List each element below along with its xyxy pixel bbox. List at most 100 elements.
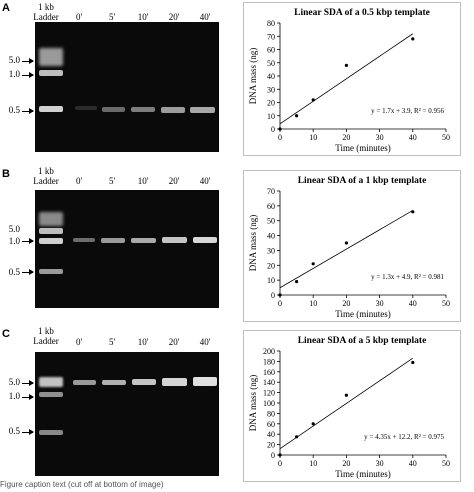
x-tick-label: 50 [442,459,450,468]
sample-band [161,107,185,113]
lane-label: 0' [75,176,83,186]
y-tick-label: 20 [267,441,275,450]
ladder-band [39,430,63,435]
x-tick-label: 0 [278,299,282,308]
data-point [411,37,415,41]
x-tick-label: 50 [442,133,450,142]
x-tick-label: 20 [342,133,350,142]
ladder-label: 1 kb Ladder [33,2,59,22]
x-tick-label: 30 [376,133,384,142]
marker-label: 1.0 [8,69,20,79]
chart-title: Linear SDA of a 5 kbp template [298,336,427,346]
marker-label: 5.0 [8,377,20,387]
y-tick-label: 0 [271,451,275,460]
y-tick-label: 50 [267,217,275,226]
x-tick-label: 40 [409,459,417,468]
y-tick-label: 0 [271,291,275,300]
y-tick-label: 180 [263,357,275,366]
data-point [344,241,348,245]
ladder-band [39,377,63,387]
x-tick-label: 30 [376,459,384,468]
ladder-band [39,70,63,76]
x-tick-label: 20 [342,299,350,308]
gel-image [35,190,219,308]
y-tick-label: 60 [267,46,275,55]
lane-label: 0' [75,337,83,347]
y-tick-label: 120 [263,389,275,398]
y-tick-label: 80 [267,409,275,418]
y-tick-label: 50 [267,59,275,68]
y-axis-label: DNA mass (ng) [248,48,258,105]
data-point [295,114,299,118]
sample-band [190,107,215,113]
x-tick-label: 30 [376,299,384,308]
data-point [295,435,299,439]
data-point [311,262,315,266]
ladder-band [39,392,63,397]
y-tick-label: 40 [267,72,275,81]
ladder-band [39,106,63,112]
y-tick-label: 40 [267,232,275,241]
marker-arrow [22,380,34,386]
scatter-chart: Linear SDA of a 0.5 kbp template 0 10 20 30 4… [248,8,450,153]
data-point [278,453,282,457]
data-point [411,210,415,214]
sample-band [193,237,217,243]
x-axis-label: Time (minutes) [335,143,390,153]
sample-band [101,238,125,243]
sample-band [132,379,156,385]
lane-label: 20' [168,12,180,22]
marker-arrow [22,58,34,64]
chart-title: Linear SDA of a 1 kbp template [298,176,427,186]
y-tick-label: 10 [267,276,275,285]
data-point [311,98,315,102]
y-tick-label: 200 [263,347,275,356]
y-axis-label: DNA mass (ng) [248,215,258,272]
sample-band [102,380,126,385]
y-tick-label: 70 [267,187,275,196]
y-tick-label: 60 [267,420,275,429]
x-tick-label: 20 [342,459,350,468]
marker-arrow [22,394,34,400]
panel-letter: C [2,328,10,340]
x-tick-label: 0 [278,133,282,142]
lane-label: 20' [168,176,180,186]
panel-letter: B [2,168,10,180]
y-tick-label: 0 [271,125,275,134]
lane-label: 10' [137,337,149,347]
gel-image [35,352,219,476]
data-point [411,360,415,365]
lane-label: 5' [108,176,116,186]
sample-band [162,378,187,386]
figure-caption: Figure caption text (cut off at bottom o… [0,480,164,489]
marker-label: 0.5 [8,105,20,115]
y-tick-label: 80 [267,19,275,28]
sample-band [193,377,217,386]
chart-a: Linear SDA of a 0.5 kbp template 0 10 20 30 4… [243,2,461,156]
ladder-label: 1 kb Ladder [33,326,59,346]
marker-label: 5.0 [8,55,20,65]
marker-label: 0.5 [8,267,20,277]
y-tick-label: 20 [267,99,275,108]
marker-label: 1.0 [8,391,20,401]
marker-arrow [22,269,34,275]
x-tick-label: 0 [278,459,282,468]
y-tick-label: 60 [267,202,275,211]
data-point [278,127,282,131]
ladder-band [39,269,63,274]
data-point [344,393,348,397]
data-point [344,63,348,67]
y-tick-label: 100 [263,399,275,408]
lane-label: 40' [199,337,211,347]
sample-band [162,237,187,243]
y-tick-label: 40 [267,430,275,439]
sample-band [102,107,125,112]
marker-arrow [22,429,34,435]
trendline [279,357,414,449]
lane-label: 40' [199,12,211,22]
y-axis-label: DNA mass (ng) [248,375,258,432]
y-tick-label: 30 [267,85,275,94]
lane-label: 5' [108,12,116,22]
x-tick-label: 10 [309,459,317,468]
equation-label: y = 1.7x + 3.9, R² = 0.956 [371,107,444,115]
